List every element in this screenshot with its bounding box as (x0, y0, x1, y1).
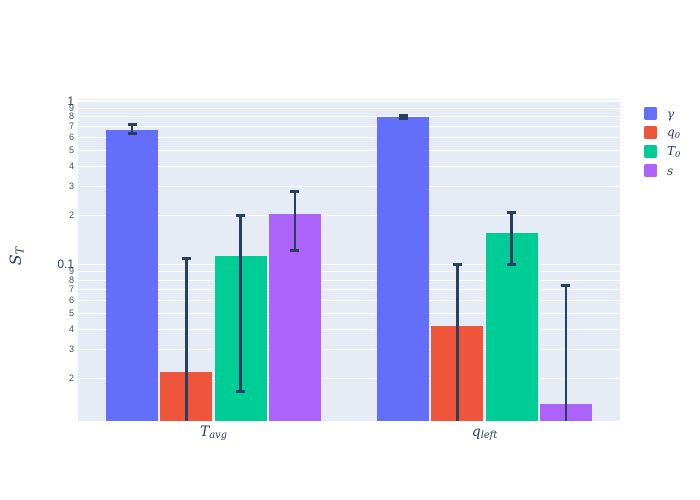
minor-gridline (78, 149, 620, 151)
major-gridline (78, 263, 620, 266)
legend-item-t0[interactable]: T0 (644, 142, 680, 161)
y-axis-title: ST (6, 236, 46, 276)
legend-swatch-gamma-icon (644, 107, 657, 120)
legend-label-t0: T0 (667, 144, 680, 159)
y-minor-tick-label: 7 (68, 284, 74, 295)
major-gridline (78, 100, 620, 102)
minor-gridline (78, 271, 620, 273)
legend-item-gamma[interactable]: γ (644, 104, 680, 123)
minor-gridline (78, 108, 620, 110)
y-minor-tick-label: 3 (68, 180, 74, 191)
minor-gridline (78, 136, 620, 138)
error-bar-cap-bottom (398, 116, 408, 120)
error-bar-cap-bottom (507, 263, 517, 267)
minor-gridline (78, 378, 620, 380)
legend-label-main: γ (667, 106, 675, 121)
y-minor-tick-label: 7 (68, 120, 74, 131)
x-tick-main: q (471, 424, 481, 440)
error-bar-cap-top (236, 214, 246, 218)
error-bar-s-t-avg (293, 191, 297, 252)
bar-gamma-q-left (377, 116, 430, 421)
x-tick-main: T (200, 424, 210, 440)
error-bar-cap-top (561, 283, 571, 287)
error-bar-t0-q-left (510, 211, 513, 266)
y-minor-tick-label: 8 (68, 274, 74, 285)
y-minor-tick-label: 9 (68, 103, 74, 114)
error-bar-cap-top (507, 210, 517, 214)
legend-label-main: q (667, 125, 675, 139)
y-minor-tick-label: 4 (68, 160, 74, 171)
minor-gridline (78, 349, 620, 351)
x-tick-label-t-avg: Tavg (164, 424, 264, 441)
error-bar-cap-bottom (290, 249, 300, 253)
error-bar-s-q-left (564, 284, 568, 421)
y-minor-tick-label: 5 (68, 308, 74, 319)
y-minor-tick-label: 2 (68, 209, 74, 220)
x-tick-sub: left (480, 430, 498, 442)
minor-gridline (78, 185, 620, 187)
legend-label-main: T (667, 144, 676, 158)
minor-gridline (78, 279, 620, 281)
error-bar-gamma-t-avg (130, 124, 134, 134)
minor-gridline (78, 313, 620, 315)
legend-item-s[interactable]: s (644, 161, 680, 180)
legend-label-sub: 0 (674, 130, 681, 140)
x-tick-sub: avg (209, 430, 227, 442)
bar-gamma-t-avg (106, 129, 159, 421)
error-bar-cap-bottom (127, 131, 137, 135)
error-bar-cap-top (398, 114, 408, 118)
y-minor-tick-label: 5 (68, 144, 74, 155)
error-bar-cap-bottom (236, 390, 246, 394)
error-bar-t0-t-avg (239, 215, 242, 393)
minor-gridline (78, 328, 620, 330)
y-minor-tick-label: 6 (68, 295, 74, 306)
legend-label-sub: 0 (675, 149, 681, 159)
legend-swatch-t0-icon (644, 145, 657, 158)
y-minor-tick-label: 9 (68, 266, 74, 277)
error-bar-cap-top (290, 190, 300, 194)
legend: γ q0 T0 s (644, 104, 680, 180)
minor-gridline (78, 125, 620, 127)
legend-swatch-q0-icon (644, 126, 657, 139)
plot-area (78, 99, 620, 421)
legend-label-main: s (667, 163, 674, 178)
legend-label-s: s (667, 164, 673, 178)
minor-gridline (78, 300, 620, 302)
y-major-tick-label: 0.1 (57, 257, 74, 272)
y-axis-title-sub: T (13, 246, 27, 255)
y-minor-tick-label: 3 (68, 344, 74, 355)
y-minor-tick-label: 8 (68, 111, 74, 122)
minor-gridline (78, 116, 620, 118)
legend-label-gamma: γ (667, 107, 674, 121)
minor-gridline (78, 214, 620, 216)
legend-label-q0: q0 (667, 125, 680, 140)
y-minor-tick-label: 4 (68, 323, 74, 334)
y-major-tick-label: 1 (67, 94, 74, 109)
error-bar-cap-top (452, 263, 462, 267)
y-axis-title-main: S (6, 254, 25, 266)
error-bar-cap-top (181, 256, 191, 260)
error-bar-q0-q-left (456, 264, 459, 421)
legend-item-q0[interactable]: q0 (644, 123, 680, 142)
y-minor-tick-label: 2 (68, 373, 74, 384)
legend-swatch-s-icon (644, 164, 657, 177)
y-minor-tick-label: 6 (68, 131, 74, 142)
minor-gridline (78, 165, 620, 167)
x-tick-label-q-left: qleft (435, 424, 535, 441)
minor-gridline (78, 289, 620, 291)
error-bar-cap-top (127, 123, 137, 127)
error-bar-q0-t-avg (185, 257, 188, 421)
